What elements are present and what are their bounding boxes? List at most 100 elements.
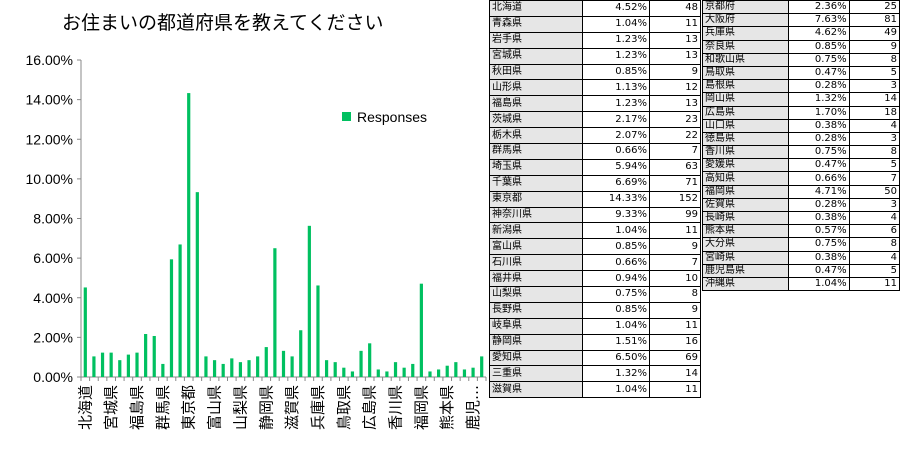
count-cell: 14 <box>649 365 701 383</box>
y-tick-label: 0.00% <box>33 369 73 385</box>
percent-cell: 9.33% <box>582 206 650 224</box>
count-cell: 4 <box>848 118 900 133</box>
prefecture-cell: 大阪府 <box>701 13 790 28</box>
percent-cell: 1.23% <box>582 31 650 49</box>
prefecture-cell: 三重県 <box>489 365 583 383</box>
count-cell: 9 <box>649 301 701 319</box>
bar-岡山県 <box>359 350 363 377</box>
table-row: 鳥取県 0.47% 5 <box>701 65 900 81</box>
bar-愛媛県 <box>402 367 406 377</box>
percent-cell: 1.04% <box>582 381 650 399</box>
prefecture-cell: 神奈川県 <box>489 206 583 224</box>
table-row: 山口県 0.38% 4 <box>701 118 900 133</box>
table-row: 新潟県 1.04% 11 <box>489 222 701 240</box>
percent-cell: 0.85% <box>582 63 650 81</box>
table-row: 沖縄県 1.04% 11 <box>701 276 900 292</box>
bars <box>83 93 484 377</box>
count-cell: 11 <box>649 15 701 33</box>
bar-岐阜県 <box>256 356 260 377</box>
count-cell: 3 <box>848 131 900 147</box>
bar-福島県 <box>135 352 139 377</box>
y-tick-label: 4.00% <box>33 290 73 306</box>
table-row: 茨城県 2.17% 23 <box>489 111 701 129</box>
percent-cell: 1.32% <box>582 365 650 383</box>
bar-青森県 <box>92 356 96 377</box>
percent-cell: 0.28% <box>788 197 850 213</box>
table-row: 青森県 1.04% 11 <box>489 15 701 33</box>
percent-cell: 7.63% <box>788 13 850 28</box>
count-cell: 18 <box>848 105 900 120</box>
table-row: 神奈川県 9.33% 99 <box>489 206 701 224</box>
table-row: 千葉県 6.69% 71 <box>489 174 701 192</box>
table-row: 宮崎県 0.38% 4 <box>701 250 900 265</box>
percent-cell: 6.69% <box>582 174 650 192</box>
count-cell: 50 <box>848 184 900 199</box>
legend-swatch <box>342 112 351 121</box>
percent-cell: 1.04% <box>582 15 650 33</box>
table-row: 石川県 0.66% 7 <box>489 254 701 272</box>
prefecture-cell: 栃木県 <box>489 127 583 145</box>
y-tick-label: 6.00% <box>33 250 73 266</box>
count-cell: 25 <box>848 0 900 15</box>
data-table-right: 京都府 2.36% 25 大阪府 7.63% 81 兵庫県 4.62% 49 奈良県 0.85% 9 和… <box>701 0 900 292</box>
bar-栃木県 <box>152 335 156 377</box>
prefecture-cell: 石川県 <box>489 254 583 272</box>
x-tick-label: 宮城県 <box>102 385 120 430</box>
prefecture-cell: 北海道 <box>489 0 583 17</box>
prefecture-cell: 新潟県 <box>489 222 583 240</box>
table-row: 大分県 0.75% 8 <box>701 237 900 252</box>
prefecture-cell: 大分県 <box>701 237 790 252</box>
x-tick-label: 群馬県 <box>154 385 172 430</box>
count-cell: 9 <box>649 63 701 81</box>
count-cell: 5 <box>848 158 900 173</box>
prefecture-cell: 和歌山県 <box>701 52 790 67</box>
count-cell: 11 <box>848 276 900 292</box>
table-row: 埼玉県 5.94% 63 <box>489 158 701 176</box>
count-cell: 11 <box>649 381 701 399</box>
table-row: 長野県 0.85% 9 <box>489 301 701 319</box>
x-tick-label: 兵庫県 <box>309 385 327 430</box>
bar-鹿児島県 <box>471 367 475 377</box>
prefecture-cell: 秋田県 <box>489 63 583 81</box>
bar-岩手県 <box>100 352 105 377</box>
bar-京都府 <box>299 330 303 377</box>
count-cell: 8 <box>848 52 900 67</box>
prefecture-cell: 茨城県 <box>489 111 583 129</box>
count-cell: 6 <box>848 224 900 239</box>
percent-cell: 0.75% <box>582 286 650 303</box>
bar-山形県 <box>126 354 130 377</box>
prefecture-cell: 長野県 <box>489 301 583 319</box>
prefecture-cell: 山梨県 <box>489 286 583 303</box>
count-cell: 4 <box>848 210 900 226</box>
count-cell: 63 <box>649 158 701 176</box>
table-row: 宮城県 1.23% 13 <box>489 47 701 65</box>
prefecture-cell: 福井県 <box>489 270 583 288</box>
bar-新潟県 <box>204 356 208 377</box>
bar-富山県 <box>212 360 217 377</box>
count-cell: 48 <box>649 0 701 17</box>
percent-cell: 0.85% <box>788 39 850 54</box>
table-row: 鹿児島県 0.47% 5 <box>701 263 900 278</box>
data-table-left: 北海道 4.52% 48 青森県 1.04% 11 岩手県 1.23% 13 宮城県 1.23% 13… <box>489 0 701 399</box>
prefecture-cell: 滋賀県 <box>489 381 583 399</box>
table-row: 滋賀県 1.04% 11 <box>489 381 701 399</box>
x-tick-label: 山梨県 <box>231 385 249 430</box>
count-cell: 23 <box>649 111 701 129</box>
x-tick-label: 熊本県 <box>438 385 456 430</box>
bar-奈良県 <box>324 360 329 377</box>
bar-広島県 <box>368 343 372 377</box>
percent-cell: 0.85% <box>582 238 650 256</box>
bar-福岡県 <box>419 283 423 377</box>
percent-cell: 0.28% <box>788 131 850 147</box>
count-cell: 8 <box>848 237 900 252</box>
table-row: 秋田県 0.85% 9 <box>489 63 701 81</box>
y-tick-label: 14.00% <box>26 92 73 108</box>
table-row: 静岡県 1.51% 16 <box>489 333 701 351</box>
percent-cell: 1.23% <box>582 47 650 65</box>
x-tick-label: 福岡県 <box>412 385 430 430</box>
percent-cell: 2.07% <box>582 127 650 145</box>
x-tick-label: 滋賀県 <box>283 385 301 430</box>
bar-東京都 <box>187 93 191 377</box>
table-row: 徳島県 0.28% 3 <box>701 131 900 147</box>
x-tick-label: 北海道 <box>76 385 94 430</box>
